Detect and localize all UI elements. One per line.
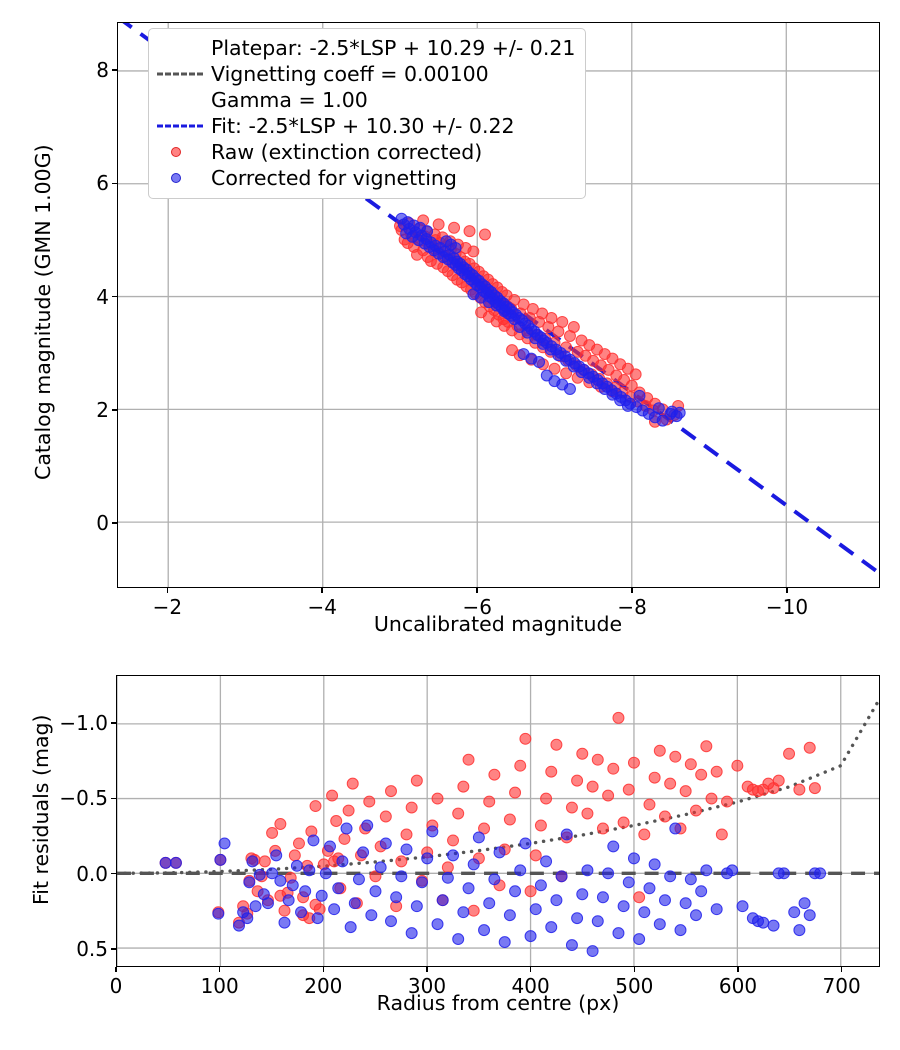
xtick-label: 600: [718, 974, 758, 998]
xtick-label: 500: [615, 974, 654, 998]
xtick-mark: [115, 967, 117, 972]
ytick-mark: [112, 408, 117, 411]
ytick-label: −0.5: [59, 786, 108, 811]
legend-label-gamma: Gamma = 1.00: [211, 87, 368, 112]
xtick-label: −8: [617, 595, 647, 619]
legend-label-fit: Fit: -2.5*LSP + 10.30 +/- 0.22: [211, 114, 515, 138]
plot-legend: Platepar: -2.5*LSP + 10.29 +/- 0.21 Vign…: [148, 28, 587, 199]
xtick-mark: [166, 588, 169, 593]
ytick-mark: [112, 69, 117, 71]
ytick-mark: [112, 522, 117, 524]
xtick-mark: [321, 588, 324, 593]
legend-label-corrected: Corrected for vignetting: [211, 166, 457, 190]
legend-entry-gamma: Gamma = 1.00: [157, 87, 575, 113]
ytick-label: 8: [96, 58, 109, 83]
xtick-label: 100: [200, 974, 239, 998]
xtick-label: 300: [407, 974, 447, 998]
fit-residuals-xlabel: Radius from centre (px): [376, 991, 620, 1015]
legend-label-vignetting-coeff: Vignetting coeff = 0.00100: [211, 62, 489, 86]
legend-label-platepar: Platepar: -2.5*LSP + 10.29 +/- 0.21: [211, 35, 576, 60]
ytick-label: 0.0: [76, 861, 108, 886]
ytick-mark: [111, 722, 116, 724]
ytick-label: 2: [96, 397, 109, 422]
xtick-mark: [840, 967, 843, 972]
blue-point-icon: [157, 168, 203, 188]
legend-label-raw: Raw (extinction corrected): [211, 140, 483, 164]
legend-entry-platepar: Platepar: -2.5*LSP + 10.29 +/- 0.21: [157, 35, 575, 61]
dashed-line-blue-icon: [157, 116, 203, 136]
photometric-fit-ylabel: Catalog magnitude (GMN 1.00G): [31, 144, 55, 480]
xtick-mark: [529, 967, 532, 972]
ytick-label: 6: [96, 171, 109, 196]
xtick-label: 200: [304, 974, 343, 998]
xtick-mark: [322, 967, 325, 972]
ytick-mark: [111, 872, 116, 875]
fit-residuals-plot-area: [117, 676, 879, 966]
ytick-label: 0: [96, 510, 109, 535]
xtick-mark: [737, 967, 739, 972]
red-point-icon: [157, 142, 203, 162]
xtick-mark: [633, 967, 636, 972]
fit-residuals-axes: [116, 675, 880, 967]
photometric-fit-xlabel: Uncalibrated magnitude: [373, 612, 623, 636]
ytick-label: 0.5: [76, 936, 108, 961]
xtick-mark: [476, 588, 478, 593]
fit-residuals-ylabel: Fit residuals (mag): [29, 714, 53, 905]
xtick-mark: [426, 967, 428, 972]
legend-entry-corrected: Corrected for vignetting: [157, 165, 575, 191]
ytick-label: −1.0: [59, 711, 108, 736]
ytick-mark: [112, 182, 117, 185]
xtick-label: −10: [765, 595, 809, 619]
xtick-mark: [218, 967, 221, 972]
xtick-label: 0: [109, 974, 123, 998]
xtick-label: −6: [462, 595, 492, 619]
dashed-line-icon: [157, 64, 203, 84]
xtick-label: 400: [511, 974, 550, 998]
ytick-label: 4: [96, 284, 109, 309]
legend-entry-vignetting-coeff: Vignetting coeff = 0.00100: [157, 61, 575, 87]
xtick-label: 700: [822, 974, 861, 998]
ytick-mark: [111, 948, 116, 950]
ytick-mark: [111, 797, 116, 800]
xtick-label: −2: [152, 595, 183, 619]
legend-entry-fit: Fit: -2.5*LSP + 10.30 +/- 0.22: [157, 113, 575, 139]
xtick-mark: [631, 588, 633, 593]
ytick-mark: [112, 295, 117, 298]
legend-entry-raw: Raw (extinction corrected): [157, 139, 575, 165]
xtick-label: −4: [307, 595, 338, 619]
xtick-mark: [786, 588, 788, 593]
